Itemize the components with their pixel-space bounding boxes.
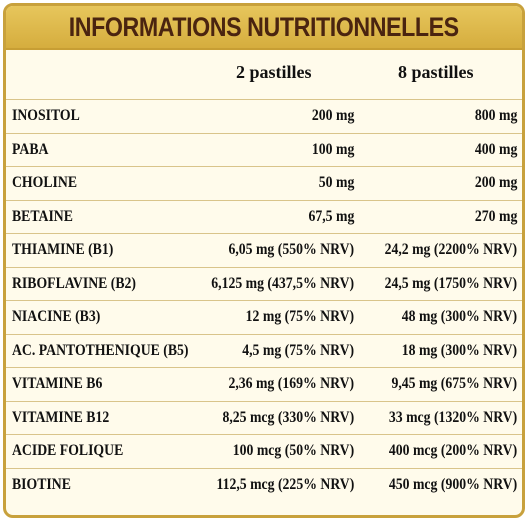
nutrient-name: NIACINE (B3) — [12, 308, 101, 325]
value-2-pastilles: 100 mg — [311, 140, 354, 158]
value-2-pastilles: 67,5 mg — [308, 207, 354, 225]
nutrition-panel: INFORMATIONS NUTRITIONNELLES 2 pastilles… — [3, 3, 525, 518]
table-row: CHOLINE 50 mg 200 mg — [6, 167, 522, 201]
value-8-pastilles: 33 mcg (1320% NRV) — [388, 408, 517, 426]
table-row: BIOTINE 112,5 mcg (225% NRV) 450 mcg (900%… — [6, 469, 522, 503]
value-2-pastilles: 12 mg (75% NRV) — [245, 308, 354, 325]
value-8-pastilles: 270 mg — [474, 207, 517, 225]
nutrient-name: VITAMINE B6 — [12, 375, 103, 392]
nutrient-name: CHOLINE — [12, 174, 77, 191]
value-2-pastilles: 6,05 mg (550% NRV) — [228, 241, 354, 258]
table-row: NIACINE (B3) 12 mg (75% NRV) 48 mg (300% N… — [6, 301, 522, 335]
nutrient-name: INOSITOL — [12, 107, 80, 124]
value-2-pastilles: 2,36 mg (169% NRV) — [228, 375, 354, 392]
nutrient-name: AC. PANTOTHENIQUE (B5) — [12, 341, 189, 359]
table-row: AC. PANTOTHENIQUE (B5) 4,5 mg (75% NRV) 18… — [6, 335, 522, 368]
nutrient-name: VITAMINE B12 — [12, 408, 110, 426]
column-header-8-pastilles: 8 pastilles — [398, 62, 474, 82]
value-2-pastilles: 100 mcg (50% NRV) — [232, 442, 354, 459]
value-2-pastilles: 50 mg — [318, 174, 354, 191]
value-2-pastilles: 200 mg — [311, 107, 354, 124]
table-row: VITAMINE B12 8,25 mcg (330% NRV) 33 mcg (1… — [6, 402, 522, 435]
value-2-pastilles: 6,125 mg (437,5% NRV) — [211, 274, 354, 292]
value-8-pastilles: 800 mg — [474, 107, 517, 124]
value-8-pastilles: 24,5 mg (1750% NRV) — [384, 274, 517, 292]
value-8-pastilles: 450 mcg (900% NRV) — [388, 475, 517, 493]
panel-title: INFORMATIONS NUTRITIONNELLES — [68, 11, 459, 42]
value-8-pastilles: 400 mg — [474, 140, 517, 158]
value-8-pastilles: 200 mg — [474, 174, 517, 191]
table-row: THIAMINE (B1) 6,05 mg (550% NRV) 24,2 mg (… — [6, 234, 522, 268]
value-2-pastilles: 112,5 mcg (225% NRV) — [216, 475, 354, 493]
table-row: RIBOFLAVINE (B2) 6,125 mg (437,5% NRV) 24,… — [6, 268, 522, 301]
nutrient-name: BIOTINE — [12, 475, 71, 493]
nutrient-name: ACIDE FOLIQUE — [12, 442, 124, 459]
table-row: ACIDE FOLIQUE 100 mcg (50% NRV) 400 mcg (2… — [6, 435, 522, 469]
table-row: PABA 100 mg 400 mg — [6, 134, 522, 167]
table-row: VITAMINE B6 2,36 mg (169% NRV) 9,45 mg (67… — [6, 368, 522, 402]
nutrient-table: INOSITOL 200 mg 800 mg PABA 100 mg 400 mg CHOL… — [6, 100, 522, 502]
value-8-pastilles: 400 mcg (200% NRV) — [388, 442, 517, 459]
table-row: BETAINE 67,5 mg 270 mg — [6, 201, 522, 234]
nutrient-name: THIAMINE (B1) — [12, 241, 114, 258]
value-2-pastilles: 8,25 mcg (330% NRV) — [222, 408, 354, 426]
value-8-pastilles: 24,2 mg (2200% NRV) — [384, 241, 517, 258]
title-bar: INFORMATIONS NUTRITIONNELLES — [6, 6, 522, 50]
value-8-pastilles: 48 mg (300% NRV) — [401, 308, 517, 325]
nutrient-name: RIBOFLAVINE (B2) — [12, 274, 136, 292]
table-row: INOSITOL 200 mg 800 mg — [6, 100, 522, 134]
value-2-pastilles: 4,5 mg (75% NRV) — [242, 341, 354, 359]
nutrient-name: BETAINE — [12, 207, 73, 225]
nutrient-name: PABA — [12, 140, 49, 158]
value-8-pastilles: 18 mg (300% NRV) — [401, 341, 517, 359]
column-header-2-pastilles: 2 pastilles — [236, 62, 312, 82]
value-8-pastilles: 9,45 mg (675% NRV) — [391, 375, 517, 392]
column-header-row: 2 pastilles 8 pastilles — [6, 50, 522, 100]
